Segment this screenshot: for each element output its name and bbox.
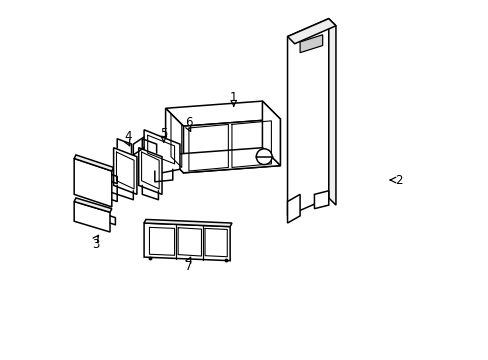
Text: 1: 1 — [229, 91, 237, 104]
Text: 5: 5 — [160, 127, 167, 140]
Polygon shape — [113, 148, 137, 194]
Polygon shape — [74, 202, 110, 232]
Polygon shape — [287, 194, 300, 223]
Polygon shape — [314, 191, 328, 209]
Text: 6: 6 — [185, 116, 192, 129]
Polygon shape — [74, 198, 112, 212]
Polygon shape — [262, 101, 280, 166]
Text: 4: 4 — [124, 130, 131, 144]
Polygon shape — [74, 155, 113, 171]
Polygon shape — [328, 19, 335, 205]
Polygon shape — [165, 108, 183, 173]
Polygon shape — [165, 148, 280, 173]
Polygon shape — [144, 220, 231, 226]
Circle shape — [256, 149, 271, 165]
Polygon shape — [139, 148, 162, 194]
Polygon shape — [287, 19, 328, 216]
Polygon shape — [74, 158, 112, 207]
Polygon shape — [144, 223, 230, 261]
Text: 2: 2 — [394, 174, 402, 186]
Polygon shape — [183, 119, 280, 173]
Polygon shape — [144, 130, 180, 173]
Text: 7: 7 — [185, 260, 192, 273]
Polygon shape — [300, 35, 322, 53]
Text: 3: 3 — [92, 238, 99, 251]
Polygon shape — [287, 19, 335, 44]
Polygon shape — [165, 101, 280, 126]
